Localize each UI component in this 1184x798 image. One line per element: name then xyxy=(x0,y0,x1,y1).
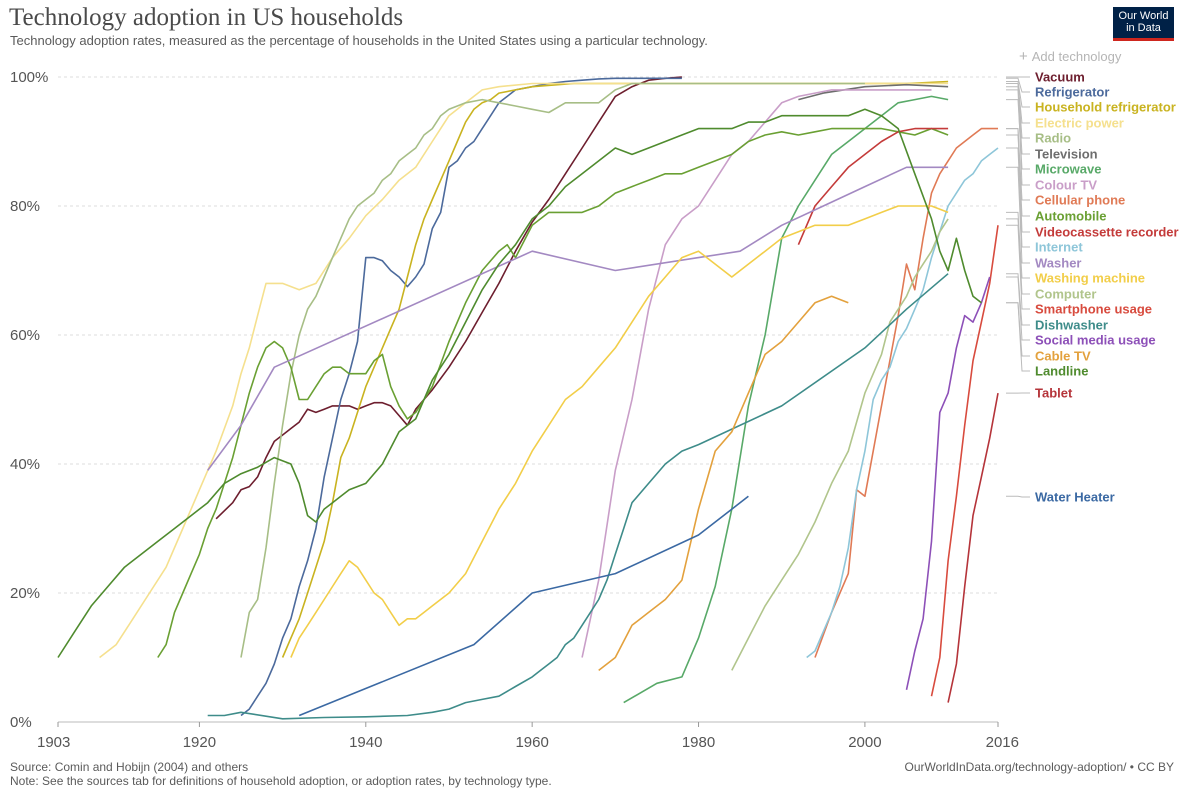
legend-connector xyxy=(1006,77,1030,93)
x-tick-label: 1960 xyxy=(515,734,548,751)
legend-connector xyxy=(1006,166,1030,264)
logo-line-1: Our World xyxy=(1118,10,1169,22)
source-text: Source: Comin and Hobijn (2004) and othe… xyxy=(10,760,249,774)
series-line-dishwasher[interactable] xyxy=(207,273,949,720)
footer-url[interactable]: OurWorldInData.org/technology-adoption/ … xyxy=(904,760,1174,774)
series-line-landline[interactable] xyxy=(57,108,982,658)
legend-label-household-refrigerator[interactable]: Household refrigerator xyxy=(1035,100,1176,115)
legend-label-landline[interactable]: Landline xyxy=(1035,364,1088,379)
series-line-internet[interactable] xyxy=(806,147,999,659)
legend-label-television[interactable]: Television xyxy=(1035,147,1098,162)
legend-connector xyxy=(1006,495,1030,498)
x-tick-label: 2000 xyxy=(848,734,881,751)
legend-connector xyxy=(1006,86,1030,155)
legend-label-refrigerator[interactable]: Refrigerator xyxy=(1035,85,1109,100)
chart-subtitle: Technology adoption rates, measured as t… xyxy=(10,33,708,48)
footer-notes: Source: Comin and Hobijn (2004) and othe… xyxy=(10,760,552,788)
legend-label-videocassette-recorder[interactable]: Videocassette recorder xyxy=(1035,225,1179,240)
series-line-vacuum[interactable] xyxy=(215,76,682,520)
y-tick-label: 0% xyxy=(10,714,32,731)
owid-logo[interactable]: Our World in Data xyxy=(1113,7,1174,41)
logo-line-2: in Data xyxy=(1126,22,1161,34)
plus-icon: + xyxy=(1019,48,1028,65)
series-line-social-media-usage[interactable] xyxy=(905,276,991,690)
series-line-automobile[interactable] xyxy=(157,127,949,658)
x-tick-label: 2016 xyxy=(986,734,1019,751)
add-technology-label: Add technology xyxy=(1031,49,1122,64)
legend-label-smartphone-usage[interactable]: Smartphone usage xyxy=(1035,302,1152,317)
x-tick-label: 1920 xyxy=(183,734,216,751)
legend-label-computer[interactable]: Computer xyxy=(1035,287,1096,302)
series-line-radio[interactable] xyxy=(240,82,865,658)
legend-connector xyxy=(1006,224,1030,310)
legend-label-cable-tv[interactable]: Cable TV xyxy=(1035,349,1091,364)
series-line-electric-power[interactable] xyxy=(99,82,949,659)
legend-label-tablet[interactable]: Tablet xyxy=(1035,386,1073,401)
legend-connector xyxy=(1006,211,1030,279)
series-line-colour-tv[interactable] xyxy=(581,89,932,658)
add-technology-button[interactable]: + Add technology xyxy=(1019,48,1121,65)
y-tick-label: 100% xyxy=(10,69,48,86)
note-text: Note: See the sources tab for definition… xyxy=(10,774,552,788)
legend-label-colour-tv[interactable]: Colour TV xyxy=(1035,178,1097,193)
legend-connector xyxy=(1006,218,1030,295)
series-line-refrigerator[interactable] xyxy=(240,77,682,717)
gridlines xyxy=(58,76,998,723)
legend-label-cellular-phone[interactable]: Cellular phone xyxy=(1035,193,1125,208)
series-line-microwave[interactable] xyxy=(623,95,949,704)
legend-label-radio[interactable]: Radio xyxy=(1035,131,1071,146)
legend-label-washing-machine[interactable]: Washing machine xyxy=(1035,271,1145,286)
y-tick-label: 60% xyxy=(10,327,40,344)
x-tick-label: 1980 xyxy=(682,734,715,751)
legend-label-vacuum[interactable]: Vacuum xyxy=(1035,70,1085,85)
legend-label-microwave[interactable]: Microwave xyxy=(1035,162,1101,177)
legend-connector xyxy=(1006,81,1030,108)
series-line-television[interactable] xyxy=(798,83,949,101)
legend-connector xyxy=(1006,83,1030,139)
legend-connector xyxy=(1006,273,1030,326)
series-line-cable-tv[interactable] xyxy=(598,295,849,672)
legend-label-internet[interactable]: Internet xyxy=(1035,240,1083,255)
legend-connector xyxy=(1006,276,1030,341)
legend-label-washer[interactable]: Washer xyxy=(1035,256,1081,271)
legend-connector xyxy=(1006,89,1030,186)
legend-label-electric-power[interactable]: Electric power xyxy=(1035,116,1124,131)
legend-connector xyxy=(1006,302,1030,372)
legend-label-automobile[interactable]: Automobile xyxy=(1035,209,1107,224)
series-line-computer[interactable] xyxy=(731,218,949,671)
y-tick-label: 80% xyxy=(10,198,40,215)
legend-connector xyxy=(1006,128,1030,233)
y-tick-label: 40% xyxy=(10,456,40,473)
x-axis: 1903 1920 1940 1960 1980 2000 2016 xyxy=(37,722,1019,751)
series-line-washer[interactable] xyxy=(207,166,949,471)
series-lines xyxy=(57,76,999,720)
series-line-videocassette-recorder[interactable] xyxy=(797,127,949,246)
series-line-washing-machine[interactable] xyxy=(290,205,949,658)
y-tick-label: 20% xyxy=(10,585,40,602)
series-line-tablet[interactable] xyxy=(947,392,999,703)
x-tick-label: 1903 xyxy=(37,734,70,751)
x-tick-label: 1940 xyxy=(349,734,382,751)
legend-label-water-heater[interactable]: Water Heater xyxy=(1035,490,1115,505)
chart-title: Technology adoption in US households xyxy=(9,4,404,31)
y-axis: 0% 20% 40% 60% 80% 100% xyxy=(10,69,48,731)
legend-label-dishwasher[interactable]: Dishwasher xyxy=(1035,318,1108,333)
legend-connector xyxy=(1006,147,1030,248)
legend-label-social-media-usage[interactable]: Social media usage xyxy=(1035,333,1156,348)
series-line-smartphone-usage[interactable] xyxy=(930,225,999,697)
series-line-water-heater[interactable] xyxy=(298,495,749,717)
